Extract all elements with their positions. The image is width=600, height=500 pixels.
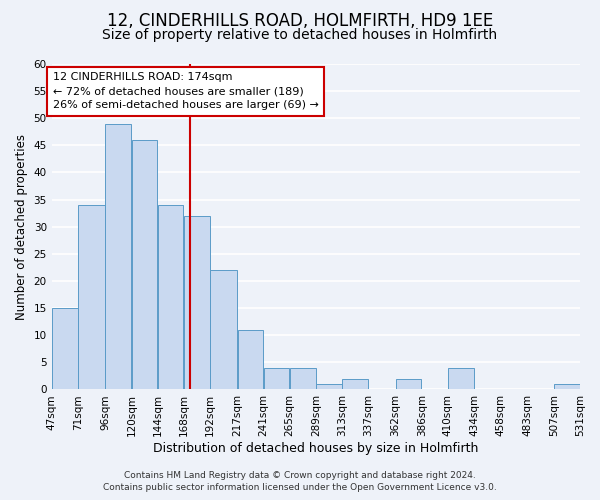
Text: 12 CINDERHILLS ROAD: 174sqm
← 72% of detached houses are smaller (189)
26% of se: 12 CINDERHILLS ROAD: 174sqm ← 72% of det… [53, 72, 319, 110]
Text: 12, CINDERHILLS ROAD, HOLMFIRTH, HD9 1EE: 12, CINDERHILLS ROAD, HOLMFIRTH, HD9 1EE [107, 12, 493, 30]
Bar [78, 205, 105, 390]
Bar [131, 140, 157, 390]
Bar [316, 384, 342, 390]
Y-axis label: Number of detached properties: Number of detached properties [15, 134, 28, 320]
Bar [52, 308, 77, 390]
Bar [158, 205, 184, 390]
Bar [184, 216, 209, 390]
Bar [210, 270, 237, 390]
Bar [238, 330, 263, 390]
Text: Size of property relative to detached houses in Holmfirth: Size of property relative to detached ho… [103, 28, 497, 42]
Bar [396, 378, 421, 390]
Bar [554, 384, 580, 390]
Bar [290, 368, 316, 390]
Bar [106, 124, 131, 390]
Bar [448, 368, 474, 390]
X-axis label: Distribution of detached houses by size in Holmfirth: Distribution of detached houses by size … [153, 442, 479, 455]
Bar [263, 368, 289, 390]
Text: Contains HM Land Registry data © Crown copyright and database right 2024.
Contai: Contains HM Land Registry data © Crown c… [103, 471, 497, 492]
Bar [342, 378, 368, 390]
